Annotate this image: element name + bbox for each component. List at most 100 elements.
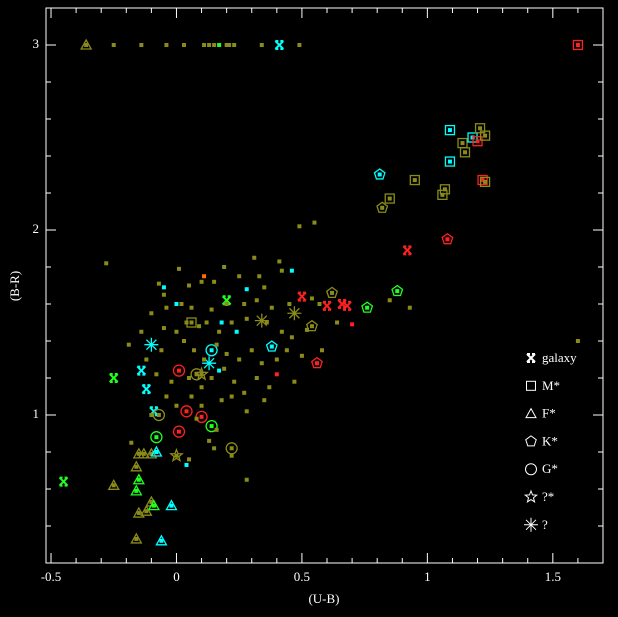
marker-shape (444, 124, 456, 136)
data-point (287, 306, 302, 321)
marker-core (377, 172, 382, 177)
marker-core (237, 274, 242, 279)
marker-core (202, 357, 207, 362)
marker-shape (144, 337, 159, 352)
data-point (111, 43, 116, 47)
data-point (130, 460, 143, 472)
marker-shape (457, 137, 468, 149)
data-point (214, 427, 219, 432)
marker-core (335, 320, 340, 325)
marker-core (161, 292, 166, 297)
marker-core (257, 274, 262, 279)
marker-shape (523, 489, 539, 503)
data-point (187, 457, 192, 462)
marker-shape (402, 245, 413, 256)
marker-core (212, 446, 217, 451)
marker-shape (479, 176, 491, 188)
x-axis-label: (U-B) (308, 591, 339, 606)
marker-shape (150, 445, 163, 457)
y-axis-label: (B-R) (7, 271, 22, 301)
marker-core (161, 285, 166, 290)
y-tick-label: 2 (33, 221, 40, 236)
marker-shape (202, 356, 217, 371)
data-point (109, 373, 119, 383)
marker-core (111, 483, 116, 488)
data-point (479, 130, 491, 141)
data-point (222, 366, 227, 371)
marker-shape (147, 499, 160, 511)
marker-shape (326, 286, 339, 298)
data-point (149, 413, 154, 417)
marker-core (224, 302, 229, 306)
marker-core (279, 329, 284, 334)
marker-shape (322, 300, 332, 311)
x-tick-label: -0.5 (41, 569, 62, 584)
marker-core (312, 220, 317, 225)
data-point (130, 532, 143, 544)
marker-core (412, 178, 417, 183)
marker-core (104, 261, 109, 266)
legend-label: ?* (542, 489, 554, 504)
data-point (337, 299, 347, 309)
marker-core (189, 394, 194, 399)
data-point (262, 398, 267, 403)
data-point (244, 409, 249, 414)
data-point (209, 376, 214, 380)
data-point (172, 425, 186, 438)
legend-symbol (525, 435, 537, 447)
marker-core (214, 342, 219, 347)
data-point (319, 348, 324, 353)
marker-shape (437, 189, 448, 201)
marker-core (154, 435, 159, 440)
data-point (155, 534, 168, 546)
marker-core (242, 390, 247, 395)
data-point (232, 43, 237, 47)
data-point (165, 499, 178, 511)
legend-label: galaxy (542, 350, 577, 365)
marker-core (174, 453, 179, 458)
marker-shape (132, 506, 145, 518)
marker-shape (384, 193, 395, 204)
data-point (265, 340, 278, 352)
data-point (376, 201, 389, 213)
marker-shape (310, 356, 323, 369)
marker-core (154, 372, 159, 377)
data-point (189, 305, 194, 310)
data-point (289, 335, 294, 340)
marker-core (184, 462, 189, 467)
marker-shape (526, 380, 536, 391)
marker-core (575, 43, 580, 47)
marker-core (217, 368, 222, 373)
marker-core (161, 326, 166, 331)
x-tick-label: 0.5 (294, 569, 310, 584)
data-point (179, 302, 184, 306)
data-point (234, 329, 239, 334)
marker-core (159, 348, 164, 353)
marker-shape (205, 419, 218, 433)
data-point (297, 224, 302, 229)
marker-shape (305, 319, 318, 332)
marker-shape (439, 184, 451, 195)
data-point (144, 337, 159, 352)
data-point (304, 327, 309, 332)
data-point (104, 261, 109, 266)
data-point (279, 268, 284, 273)
marker-core (194, 416, 199, 421)
x-tick-label: 0 (173, 569, 180, 584)
data-point (161, 292, 166, 297)
marker-core (179, 302, 184, 306)
marker-core (407, 305, 412, 310)
data-point (219, 320, 224, 325)
data-point (252, 255, 257, 260)
data-point (212, 279, 217, 284)
marker-core (189, 320, 194, 325)
data-point (184, 462, 189, 467)
marker-shape (141, 384, 152, 395)
data-point (150, 431, 163, 444)
data-point (274, 357, 279, 362)
marker-shape (441, 232, 454, 245)
marker-core (269, 305, 274, 310)
marker-core (202, 43, 207, 47)
data-point (80, 38, 93, 50)
data-point (335, 320, 340, 325)
